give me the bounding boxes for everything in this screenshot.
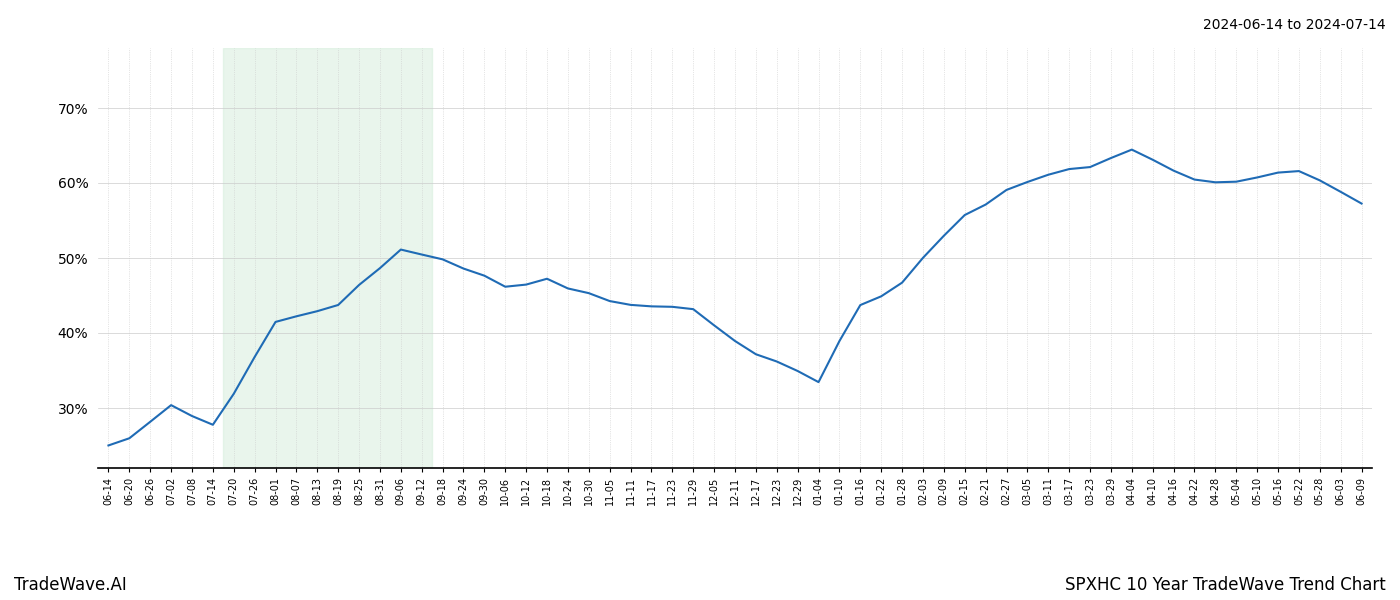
Bar bbox=[224, 48, 433, 468]
Text: TradeWave.AI: TradeWave.AI bbox=[14, 576, 127, 594]
Text: SPXHC 10 Year TradeWave Trend Chart: SPXHC 10 Year TradeWave Trend Chart bbox=[1065, 576, 1386, 594]
Text: 2024-06-14 to 2024-07-14: 2024-06-14 to 2024-07-14 bbox=[1204, 18, 1386, 32]
